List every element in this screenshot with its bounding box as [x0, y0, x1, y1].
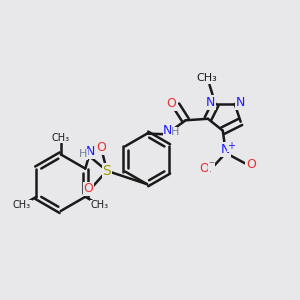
Text: +: + [227, 141, 235, 152]
Text: CH₃: CH₃ [91, 200, 109, 210]
Text: N: N [163, 124, 172, 136]
Text: N: N [206, 96, 216, 109]
Text: CH₃: CH₃ [52, 133, 70, 143]
Text: N: N [236, 96, 245, 109]
Text: S: S [103, 164, 111, 178]
Text: O: O [83, 182, 93, 195]
Text: H: H [79, 149, 87, 159]
Text: H: H [171, 128, 179, 137]
Text: CH₃: CH₃ [13, 200, 31, 210]
Text: O: O [199, 162, 209, 175]
Text: CH₃: CH₃ [197, 73, 218, 83]
Text: O: O [96, 141, 106, 154]
Text: O: O [167, 97, 176, 110]
Text: N: N [86, 145, 95, 158]
Text: N: N [221, 143, 230, 156]
Text: ⁻: ⁻ [208, 160, 214, 170]
Text: O: O [246, 158, 256, 171]
